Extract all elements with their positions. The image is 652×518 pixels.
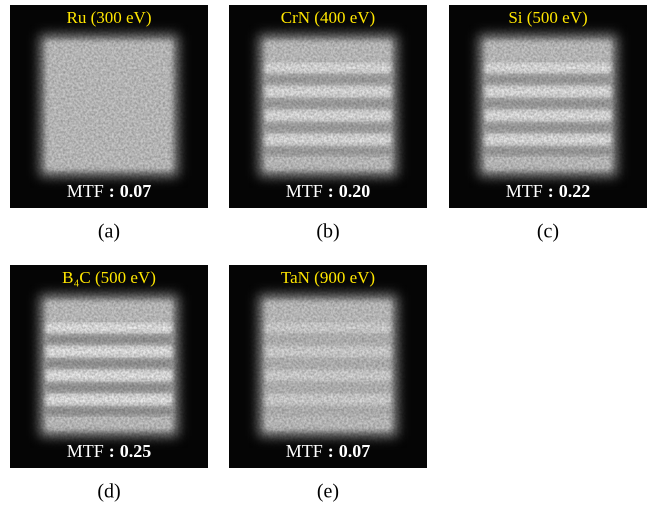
mtf-label: MTF [67, 441, 104, 461]
image-noise [249, 285, 407, 448]
panel-title: B₄C (500 eV) [62, 268, 156, 287]
mtf-value: 0.07 [120, 181, 152, 201]
figure: Ru (300 eV)MTF:0.07(a)CrN (400 eV)MTF:0.… [0, 0, 652, 513]
mtf-text: MTF:0.22 [506, 181, 591, 201]
mtf-label: MTF [286, 441, 323, 461]
mtf-text: MTF:0.07 [286, 441, 371, 461]
panel-title: Si (500 eV) [508, 8, 587, 27]
mtf-label: MTF [67, 181, 104, 201]
panel: CrN (400 eV)MTF:0.20(b) [229, 5, 427, 243]
mtf-separator: : [328, 441, 334, 461]
mtf-value: 0.20 [339, 181, 371, 201]
mtf-value: 0.22 [559, 181, 591, 201]
mtf-label: MTF [506, 181, 543, 201]
panel: TaN (900 eV)MTF:0.07(e) [229, 265, 427, 503]
panel: Si (500 eV)MTF:0.22(c) [449, 5, 647, 243]
mtf-separator: : [328, 181, 334, 201]
panel-title: CrN (400 eV) [281, 8, 375, 27]
image-noise [249, 25, 407, 188]
mtf-value: 0.07 [339, 441, 371, 461]
image-noise [30, 285, 188, 448]
mtf-separator: : [109, 181, 115, 201]
panel-caption: (c) [537, 221, 559, 243]
mtf-text: MTF:0.20 [286, 181, 371, 201]
panel: B₄C (500 eV)MTF:0.25(d) [10, 265, 208, 503]
mtf-text: MTF:0.25 [67, 441, 152, 461]
mtf-separator: : [548, 181, 554, 201]
mtf-text: MTF:0.07 [67, 181, 152, 201]
image-noise [469, 25, 627, 188]
panel: Ru (300 eV)MTF:0.07(a) [10, 5, 208, 243]
panel-caption: (b) [316, 221, 339, 243]
mtf-value: 0.25 [120, 441, 152, 461]
panel-caption: (a) [98, 221, 120, 243]
image-noise [30, 25, 188, 188]
mtf-label: MTF [286, 181, 323, 201]
panel-caption: (e) [317, 481, 339, 503]
panel-title: TaN (900 eV) [281, 268, 375, 287]
mtf-separator: : [109, 441, 115, 461]
panel-caption: (d) [97, 481, 120, 503]
panel-title: Ru (300 eV) [67, 8, 152, 27]
